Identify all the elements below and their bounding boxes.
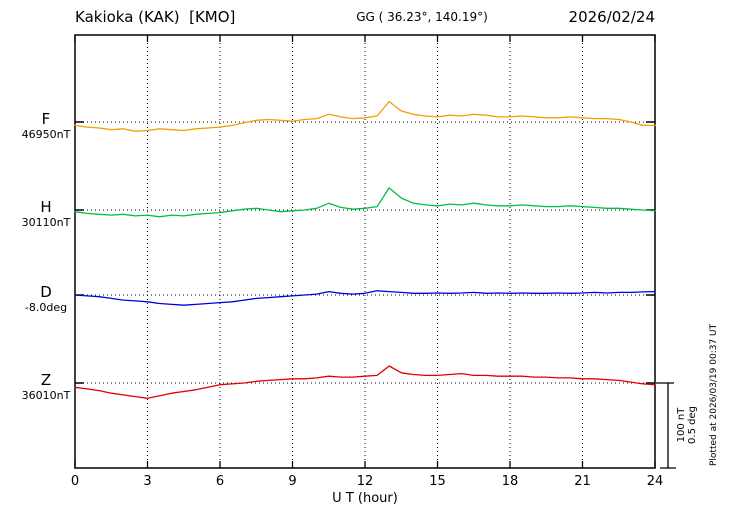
x-tick-labels: 0 3 6 9 12 15 18 21 24: [71, 474, 663, 489]
series-label-Z: Z: [41, 371, 51, 389]
scale-bracket: [656, 382, 676, 469]
date-label: 2026/02/24: [569, 8, 655, 26]
trace-D: [74, 290, 656, 306]
scale-label-deg: 0.5 deg: [687, 406, 698, 444]
baseline-label-Z: 36010nT: [22, 389, 71, 402]
x-tick-label: 0: [71, 474, 79, 489]
baseline-label-H: 30110nT: [22, 216, 71, 229]
x-axis-label: U T (hour): [332, 491, 398, 506]
x-tick-label: 21: [574, 474, 591, 489]
x-tick-label: 24: [647, 474, 664, 489]
scale-label-nt: 100 nT: [676, 407, 687, 443]
trace-H: [74, 187, 656, 218]
x-tick-label: 12: [357, 474, 374, 489]
x-tick-label: 9: [288, 474, 296, 489]
series-label-F: F: [42, 110, 51, 128]
grid-lines: [75, 35, 655, 468]
geographic-coords-label: GG ( 36.23°, 140.19°): [356, 10, 488, 24]
x-tick-label: 6: [216, 474, 224, 489]
plotted-at-note: Plotted at 2026/03/19 00:37 UT: [709, 323, 719, 466]
axis-ticks: [74, 35, 656, 468]
x-tick-label: 3: [143, 474, 151, 489]
baseline-label-F: 46950nT: [22, 128, 71, 141]
baseline-label-D: -8.0deg: [25, 301, 67, 314]
series-label-H: H: [40, 198, 51, 216]
trace-F: [74, 100, 656, 132]
series-label-D: D: [40, 283, 52, 301]
x-tick-label: 18: [502, 474, 519, 489]
x-tick-label: 15: [429, 474, 446, 489]
station-title: Kakioka (KAK) [KMO]: [75, 8, 235, 26]
trace-Z: [74, 365, 656, 399]
data-traces: [74, 100, 656, 399]
